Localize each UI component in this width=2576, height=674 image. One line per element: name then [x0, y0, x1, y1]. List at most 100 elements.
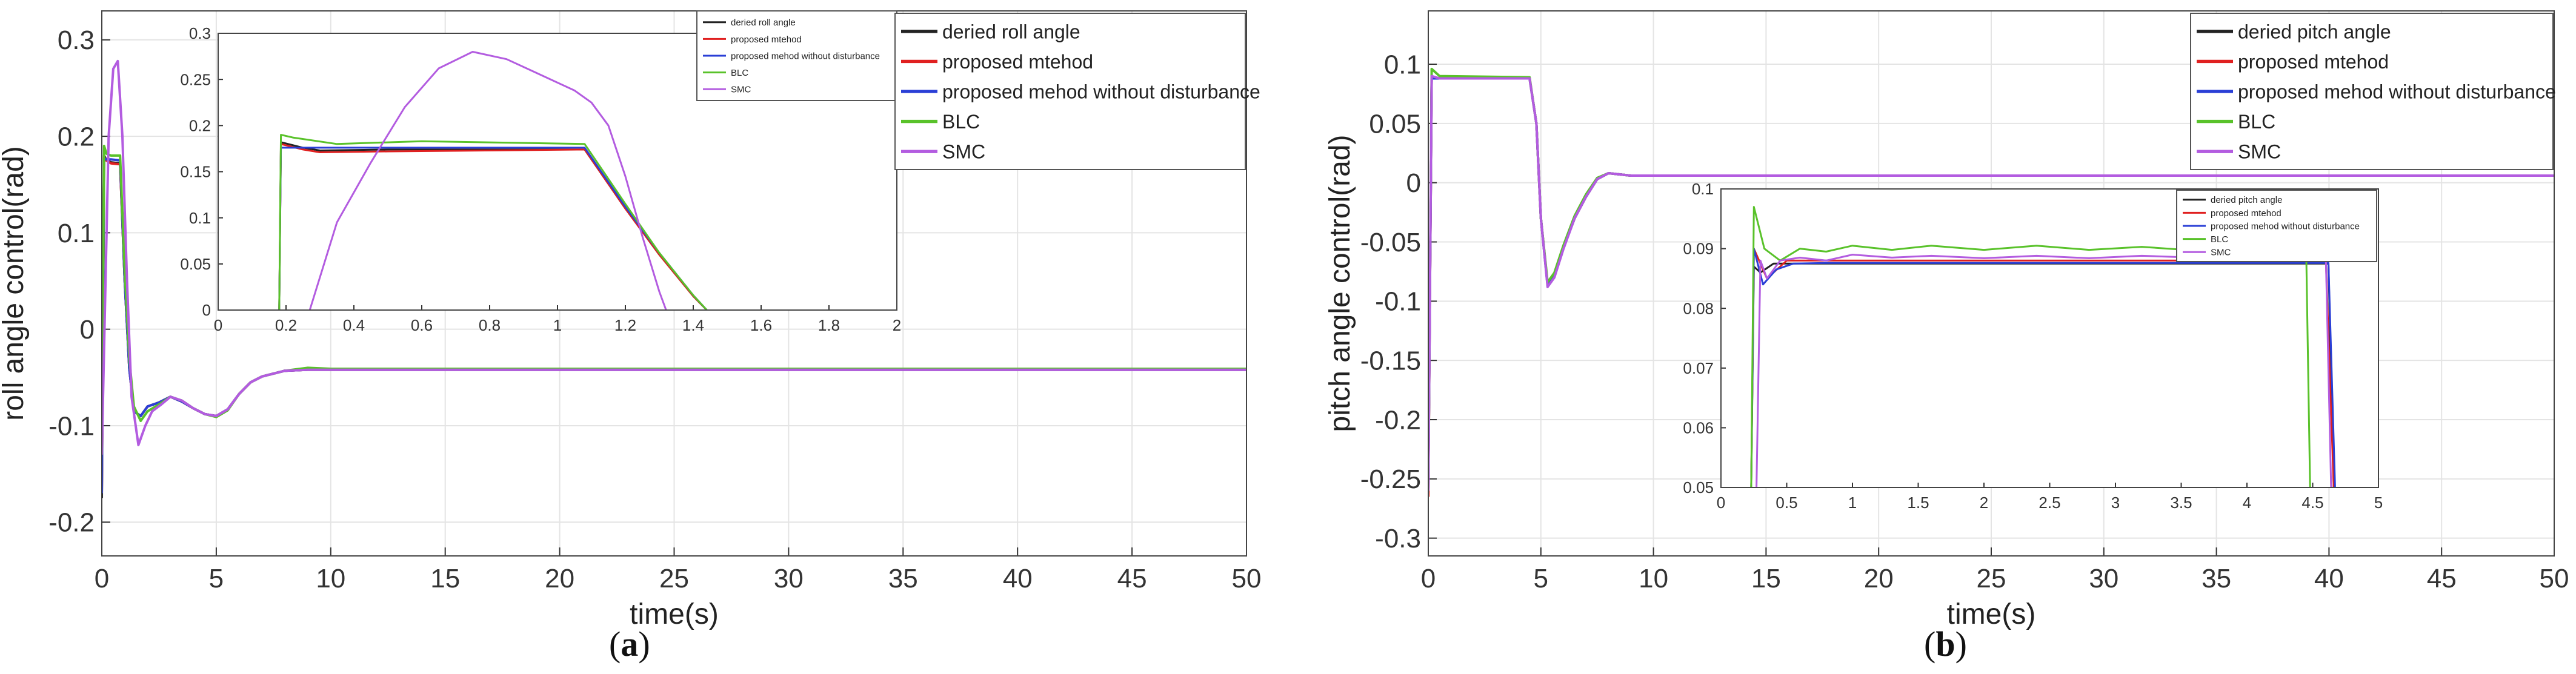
chart-b-inset-legend: deried pitch angle proposed mtehod propose… — [2176, 190, 2377, 262]
chart-a-inset-ytick-label: 0.15 — [180, 163, 211, 181]
chart-a-legend-label-0: deried roll angle — [942, 21, 1080, 42]
chart-b-inset-xtick-label: 3 — [2111, 494, 2120, 512]
chart-b-inset-ytick-label: 0.08 — [1683, 299, 1714, 317]
chart-a-xtick-label: 35 — [888, 564, 918, 593]
chart-a: 0 5 10 15 20 25 30 35 40 45 50-0.2-0.100.10.20.3ti… — [0, 10, 1262, 630]
chart-b-xlabel: time(s) — [1947, 598, 2036, 630]
chart-a-xtick-label: 45 — [1117, 564, 1147, 593]
chart-b-series-line-4 — [1428, 74, 2554, 491]
chart-a-inset-plot: 0 0.2 0.4 0.6 0.8 1 1.2 1.4 1.6 1.8 2 0 0.05 0.1 0.15 0… — [180, 24, 901, 334]
chart-b-inset-ytick-label: 0.06 — [1683, 419, 1714, 437]
chart-b-inset-ytick-label: 0.09 — [1683, 240, 1714, 258]
chart-b-xtick-label: 10 — [1639, 564, 1668, 593]
chart-a-ytick-label: 0.1 — [58, 219, 95, 248]
chart-a-legend-label-1: proposed mtehod — [942, 51, 1093, 73]
chart-b-ytick-label: -0.1 — [1375, 287, 1421, 317]
chart-a-inset-legend-label-1: proposed mtehod — [731, 35, 802, 45]
chart-a-inset-legend: deried roll angle proposed mtehod proposed… — [696, 10, 897, 101]
chart-b-xtick-label: 50 — [2540, 564, 2569, 593]
chart-b-legend-box — [2190, 13, 2554, 170]
chart-a-xtick-label: 25 — [659, 564, 689, 593]
chart-a-inset-ytick-label: 0.25 — [180, 70, 211, 88]
chart-a-inset-xtick-label: 0 — [214, 316, 222, 334]
chart-a-inset-series-line-3 — [278, 134, 708, 310]
chart-a-xtick-label: 15 — [430, 564, 460, 593]
chart-b-inset-legend-label-0: deried pitch angle — [2211, 195, 2282, 205]
chart-a-inset-ytick-label: 0.05 — [180, 255, 211, 273]
chart-a-inset-legend-box — [696, 10, 897, 101]
chart-a-legend-box — [894, 13, 1246, 170]
chart-b-xtick-label: 30 — [2089, 564, 2118, 593]
chart-b-xtick-label: 40 — [2314, 564, 2344, 593]
chart-b-xtick-label: 35 — [2202, 564, 2231, 593]
chart-b-xtick-label: 25 — [1977, 564, 2006, 593]
chart-a-inset-legend-label-2: proposed mehod without disturbance — [731, 51, 880, 61]
chart-a-xtick-label: 30 — [774, 564, 804, 593]
chart-a-legend: deried roll angle proposed mtehod proposed… — [894, 13, 1260, 170]
chart-a-inset-frame — [218, 33, 897, 311]
chart-b-inset-xtick-label: 5 — [2374, 494, 2383, 512]
chart-b-xtick-label: 20 — [1864, 564, 1894, 593]
chart-b-ylabel: pitch angle control(rad) — [1324, 135, 1356, 432]
chart-b-inset-xtick-label: 0.5 — [1776, 494, 1797, 512]
chart-b-legend-label-3: BLC — [2238, 111, 2275, 133]
chart-b-legend-label-2: proposed mehod without disturbance — [2238, 81, 2556, 103]
chart-a-legend-label-3: BLC — [942, 111, 980, 133]
chart-a-inset-ytick-label: 0.2 — [189, 116, 211, 134]
chart-a-inset-series-line-4 — [308, 51, 667, 310]
chart-a-legend-label-2: proposed mehod without disturbance — [942, 81, 1260, 103]
chart-b-legend-label-0: deried pitch angle — [2238, 21, 2391, 42]
chart-b-inset-ytick-label: 0.05 — [1683, 478, 1714, 497]
chart-b-ytick-label: -0.25 — [1360, 464, 1421, 494]
chart-b-ytick-label: -0.05 — [1360, 228, 1421, 257]
chart-a-xtick-label: 0 — [95, 564, 109, 593]
chart-b: 0 5 10 15 20 25 30 35 40 45 50-0.3-0.25-0.2-0.15-0… — [1324, 10, 2569, 630]
chart-a-inset-xtick-label: 0.2 — [275, 316, 297, 334]
chart-b-inset-xtick-label: 4.5 — [2301, 494, 2323, 512]
chart-b-inset-legend-label-3: BLC — [2211, 234, 2228, 245]
chart-a-inset-xtick-label: 2 — [893, 316, 901, 334]
chart-a-ytick-label: -0.1 — [48, 411, 95, 441]
chart-b-ytick-label: 0.05 — [1369, 109, 1421, 139]
chart-b-inset-xtick-label: 0 — [1717, 494, 1725, 512]
chart-b-inset-xtick-label: 3.5 — [2170, 494, 2192, 512]
chart-b-inset-legend-label-4: SMC — [2211, 248, 2231, 258]
chart-b-ytick-label: 0.1 — [1384, 50, 1421, 79]
chart-a-xtick-label: 50 — [1232, 564, 1262, 593]
chart-b-inset-xtick-label: 2.5 — [2039, 494, 2060, 512]
chart-b-inset-ytick-label: 0.1 — [1692, 180, 1714, 198]
chart-b-ytick-label: -0.2 — [1375, 405, 1421, 435]
chart-b-inset-xtick-label: 1 — [1848, 494, 1857, 512]
chart-a-ytick-label: -0.2 — [48, 508, 95, 538]
chart-b-inset-xtick-label: 1.5 — [1907, 494, 1929, 512]
chart-b-legend: deried pitch angle proposed mtehod propose… — [2190, 13, 2556, 170]
chart-a-ytick-label: 0.2 — [58, 122, 95, 151]
chart-b-inset-series-line-2 — [1750, 248, 2336, 487]
chart-b-inset-legend-label-2: proposed mehod without disturbance — [2211, 221, 2360, 231]
chart-a-ylabel: roll angle control(rad) — [0, 146, 30, 421]
chart-a-xtick-label: 10 — [316, 564, 345, 593]
chart-a-inset-ytick-label: 0.1 — [189, 209, 211, 227]
chart-b-inset-xtick-label: 4 — [2243, 494, 2251, 512]
chart-b-inset-frame — [1720, 188, 2379, 488]
chart-a-inset-xtick-label: 1.2 — [614, 316, 636, 334]
chart-a-ytick-label: 0.3 — [58, 25, 95, 55]
chart-a-inset-legend-label-0: deried roll angle — [731, 18, 796, 28]
chart-a-xtick-label: 5 — [209, 564, 224, 593]
subfigure-label-b: (b) — [1924, 624, 1967, 664]
chart-a-legend-label-4: SMC — [942, 141, 985, 163]
chart-b-xtick-label: 0 — [1421, 564, 1436, 593]
chart-b-ytick-label: -0.3 — [1375, 524, 1421, 553]
chart-a-inset-legend-label-3: BLC — [731, 68, 748, 78]
chart-a-xtick-label: 40 — [1003, 564, 1033, 593]
chart-b-inset-legend-label-1: proposed mtehod — [2211, 208, 2281, 219]
chart-a-inset-ytick-label: 0.3 — [189, 24, 211, 42]
chart-b-ytick-label: -0.15 — [1360, 346, 1421, 376]
chart-b-legend-label-4: SMC — [2238, 141, 2281, 163]
chart-b-legend-label-1: proposed mtehod — [2238, 51, 2389, 73]
chart-a-inset-ytick-label: 0 — [202, 301, 211, 319]
chart-b-xtick-label: 45 — [2427, 564, 2457, 593]
chart-a-inset-xtick-label: 1.8 — [818, 316, 840, 334]
chart-a-inset-legend-label-4: SMC — [731, 85, 751, 95]
